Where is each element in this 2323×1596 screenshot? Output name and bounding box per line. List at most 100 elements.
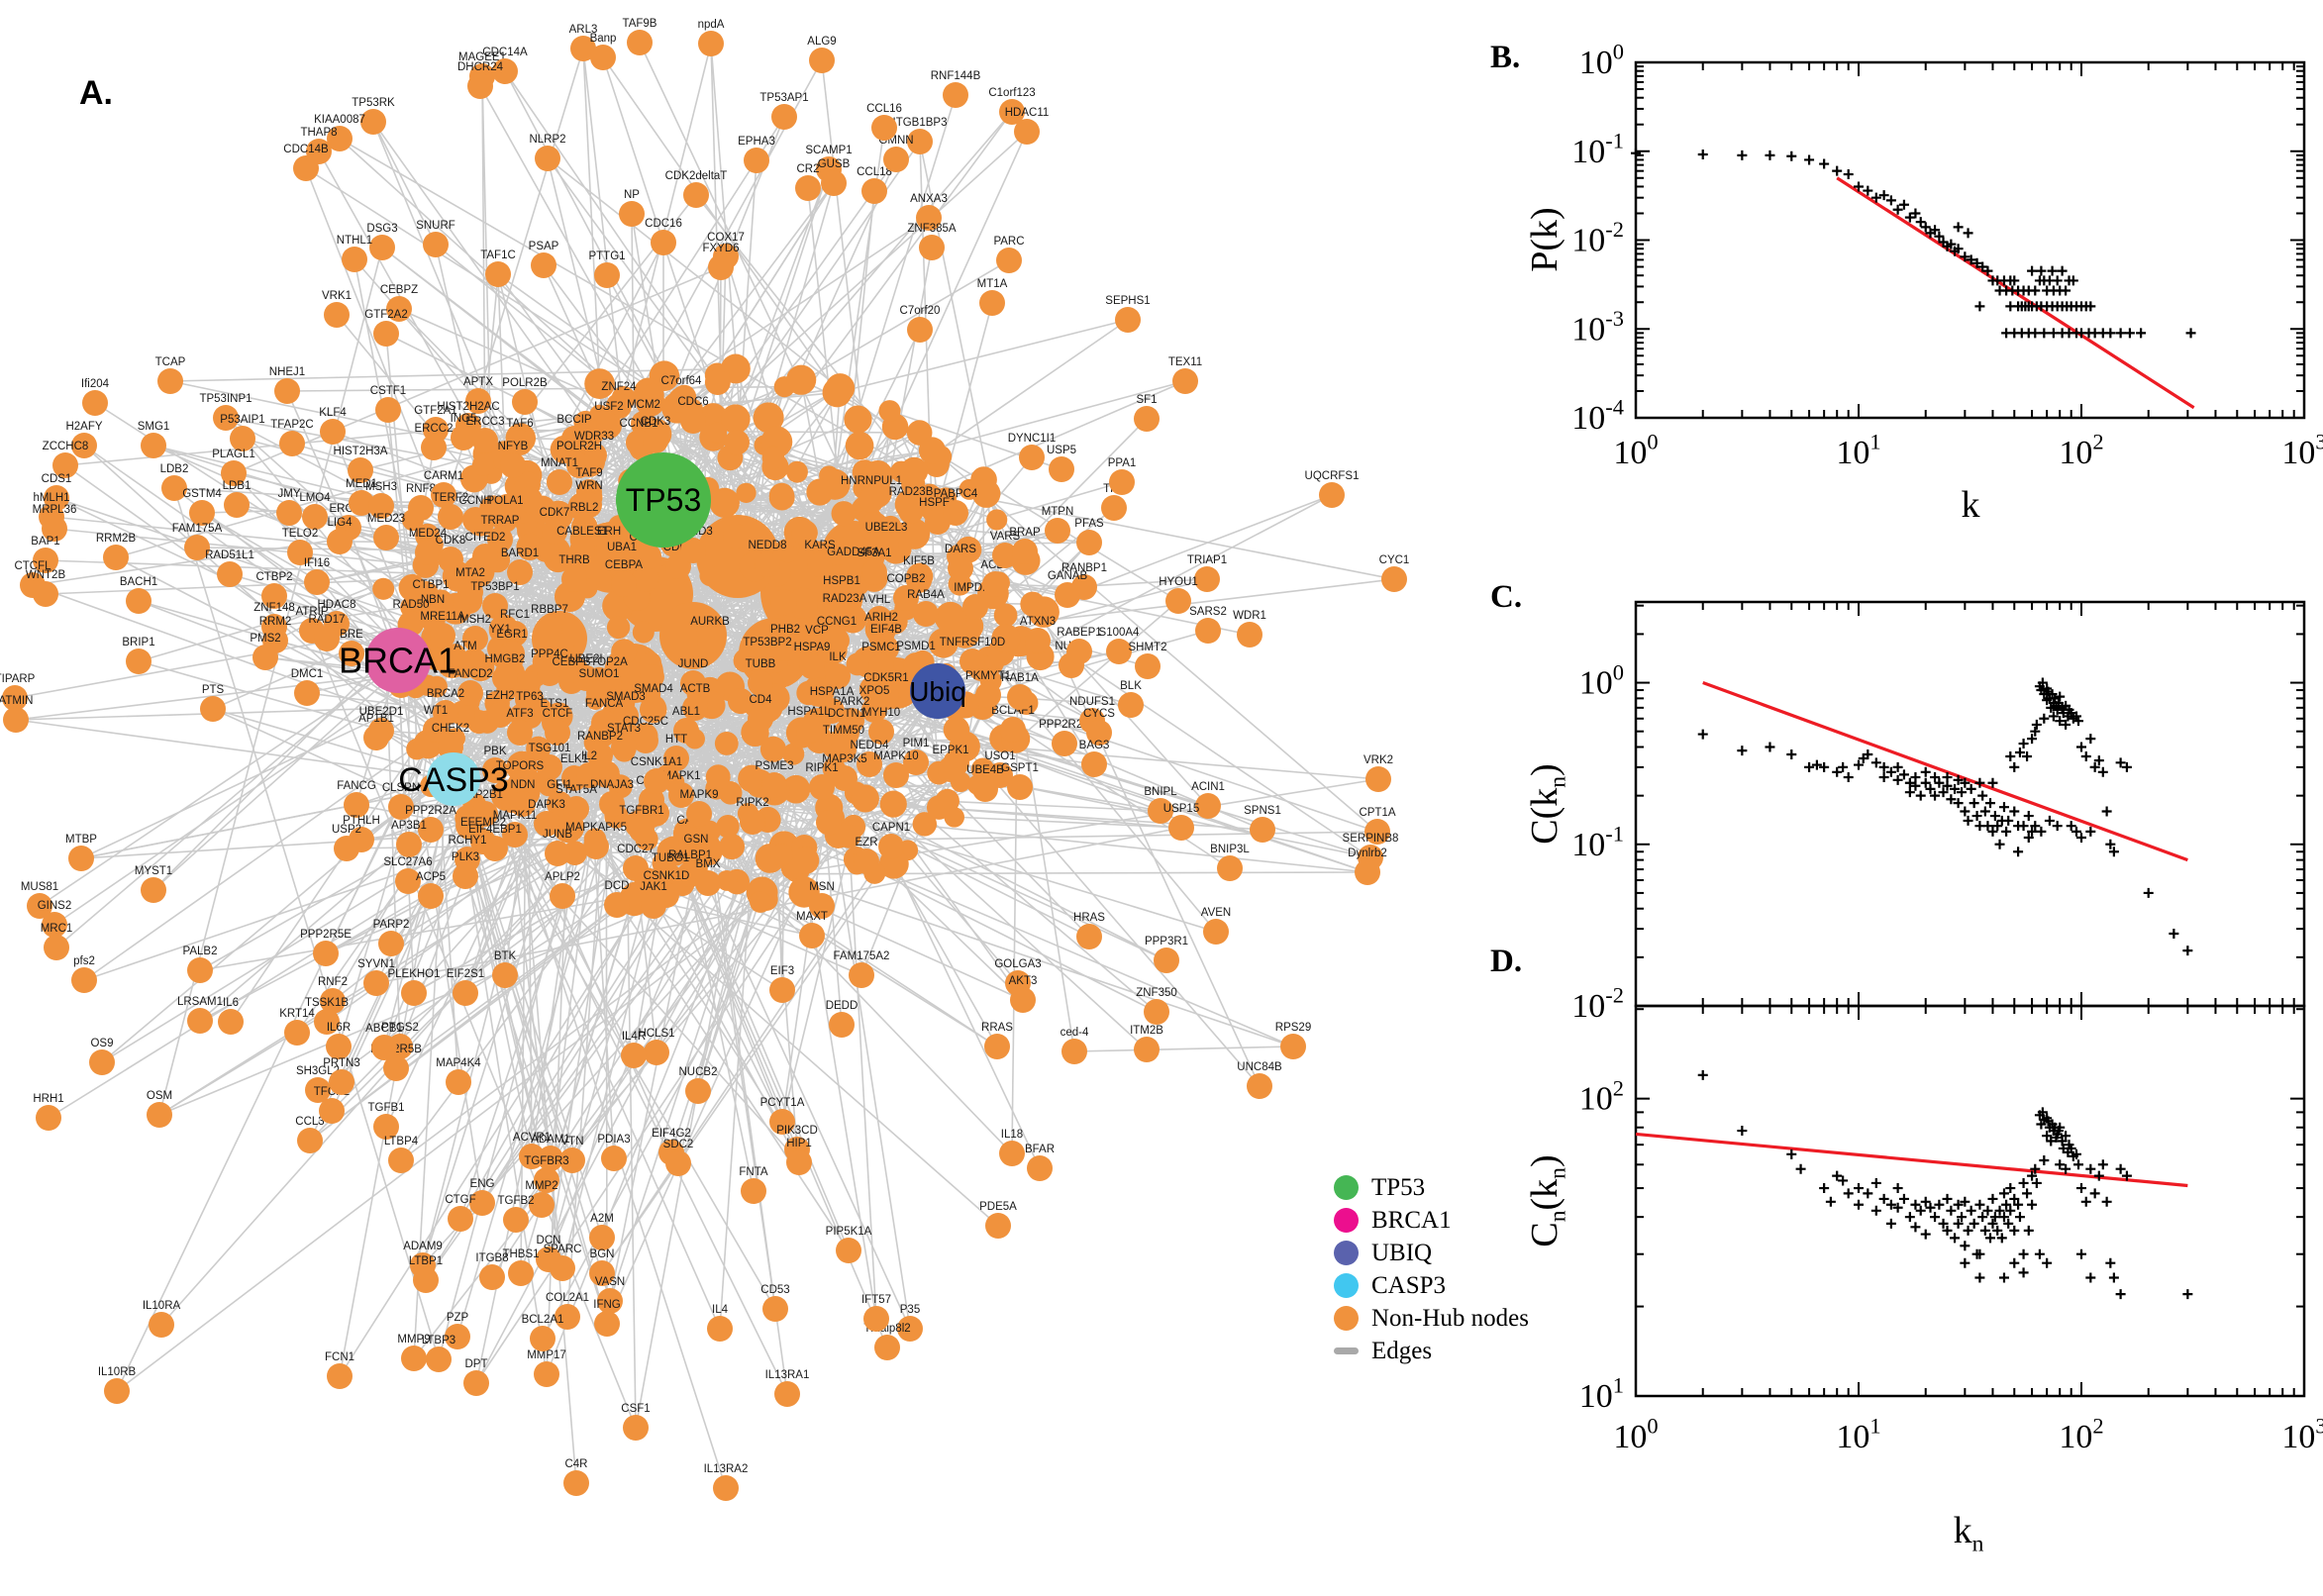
network-node-CSF1[interactable] (623, 1415, 649, 1441)
network-node-FCN1[interactable] (327, 1363, 353, 1389)
network-node-RAB4A[interactable] (913, 601, 939, 627)
network-node-STAT5A[interactable] (563, 796, 589, 822)
network-node-FANCD2[interactable] (457, 680, 483, 706)
network-node-ARL3[interactable] (570, 36, 596, 61)
network-node[interactable] (723, 523, 749, 549)
network-node[interactable] (733, 648, 758, 673)
network-node-PLAGL1[interactable] (221, 460, 247, 486)
network-node-EIF2S1[interactable] (453, 980, 478, 1006)
network-node-APTX[interactable] (465, 388, 491, 414)
network-node-CDC16[interactable] (651, 230, 676, 255)
network-node[interactable] (632, 621, 655, 644)
network-node-MYH10[interactable] (868, 719, 894, 745)
network-node-BFAR[interactable] (1027, 1155, 1053, 1181)
network-node-GSTM4[interactable] (189, 500, 215, 526)
network-node-TP53BP1[interactable] (482, 593, 508, 619)
network-node-PTTG1[interactable] (594, 262, 620, 288)
network-node-RAD17[interactable] (314, 626, 340, 651)
network-node-NEDD4[interactable] (857, 751, 882, 777)
network-node-CEBPA[interactable] (611, 571, 637, 597)
network-node[interactable] (802, 674, 835, 707)
network-node[interactable] (971, 479, 1001, 508)
network-node-MSN[interactable] (809, 893, 835, 919)
network-node-LTBP4[interactable] (388, 1147, 414, 1173)
network-node-KLF4[interactable] (320, 419, 346, 445)
network-node[interactable] (727, 688, 755, 715)
network-node[interactable] (706, 422, 728, 444)
network-node-WDR1[interactable] (1237, 622, 1262, 648)
network-node[interactable] (782, 743, 805, 765)
network-node-NHEJ1[interactable] (274, 378, 300, 404)
network-node-IFT57[interactable] (863, 1306, 889, 1332)
network-node-SUMO1[interactable] (586, 680, 612, 706)
network-node-PPP4C[interactable] (537, 660, 562, 686)
network-node-CDK3[interactable] (643, 428, 668, 453)
network-node-VRK2[interactable] (1365, 766, 1391, 792)
network-node-ATMIN[interactable] (3, 707, 29, 733)
network-node-PCYT1A[interactable] (769, 1109, 795, 1135)
network-node-EPHA3[interactable] (744, 148, 769, 173)
network-node-FANCG[interactable] (344, 792, 369, 818)
network-node-UBE4B[interactable] (972, 776, 998, 802)
network-node-BRE[interactable] (339, 641, 364, 666)
network-node-THBS1[interactable] (508, 1260, 534, 1286)
network-node-LMO4[interactable] (302, 504, 328, 530)
network-node-PPP2R5E[interactable] (313, 941, 339, 966)
network-node[interactable] (720, 404, 751, 435)
network-node-DMC1[interactable] (294, 680, 320, 706)
network-node-DNAJA3[interactable] (599, 791, 625, 817)
network-node-RANBP2[interactable] (587, 743, 613, 768)
network-node-NDN[interactable] (510, 791, 536, 817)
network-node-IL18[interactable] (999, 1141, 1025, 1166)
network-node-MAP3K5[interactable] (832, 765, 858, 791)
network-node[interactable] (918, 437, 947, 464)
network-node-BARD1[interactable] (507, 559, 533, 585)
network-node[interactable] (709, 487, 740, 519)
network-node-ZNF385A[interactable] (919, 235, 945, 260)
network-node-HDAC11[interactable] (1014, 119, 1040, 145)
network-node-CCL18[interactable] (861, 178, 887, 204)
network-node-AP2B1[interactable] (472, 801, 498, 827)
network-node-C4R[interactable] (563, 1470, 589, 1496)
network-node-NTHL1[interactable] (342, 247, 367, 272)
network-node-AP1B1[interactable] (363, 725, 389, 750)
network-node-GTF2A2[interactable] (373, 321, 399, 347)
network-node-AURKB[interactable] (697, 628, 723, 653)
network-node-CDK7[interactable] (542, 519, 567, 545)
network-node[interactable] (858, 512, 889, 543)
network-node-TIPARP[interactable] (2, 685, 28, 711)
network-node[interactable] (704, 369, 731, 396)
network-node[interactable] (825, 537, 855, 565)
hub-node-ubiq[interactable] (910, 663, 965, 719)
network-node-DAPK3[interactable] (534, 811, 559, 837)
network-node-H2AFY[interactable] (71, 433, 97, 458)
network-node-TGFBR1[interactable] (629, 817, 655, 843)
network-node-PSMC1[interactable] (868, 653, 894, 679)
network-node-CYCS[interactable] (1086, 720, 1112, 746)
network-node-C1orf123[interactable] (999, 99, 1025, 125)
network-node-DYNC1I1[interactable] (1019, 445, 1045, 470)
network-node-ANXA3[interactable] (916, 205, 942, 231)
network-node-C7orf20[interactable] (907, 317, 933, 343)
network-node[interactable] (761, 446, 785, 469)
network-node-KRT14[interactable] (284, 1020, 310, 1046)
network-node-FAM175A[interactable] (184, 535, 210, 560)
network-node[interactable] (943, 716, 970, 744)
network-node-IL13RA1[interactable] (774, 1381, 800, 1407)
network-node-GINS2[interactable] (42, 912, 67, 938)
network-node-HRH1[interactable] (36, 1105, 61, 1131)
network-node-SYVN1[interactable] (363, 970, 389, 996)
network-node-npdA[interactable] (698, 31, 724, 56)
network-node-RIPK2[interactable] (740, 809, 765, 835)
network-node-IFI16[interactable] (304, 569, 330, 595)
network-node-KIF5B[interactable] (906, 567, 932, 593)
network-node-JAK1[interactable] (641, 893, 666, 919)
network-node-RBBP7[interactable] (537, 616, 562, 642)
network-node-POLA1[interactable] (492, 507, 518, 533)
network-node-RPS29[interactable] (1280, 1034, 1306, 1059)
network-node-DARS[interactable] (948, 555, 973, 581)
network-node-MRE11A[interactable] (430, 623, 455, 648)
network-node[interactable] (862, 459, 893, 491)
network-node-MTBP[interactable] (68, 846, 94, 871)
network-node-SARS2[interactable] (1195, 618, 1221, 644)
